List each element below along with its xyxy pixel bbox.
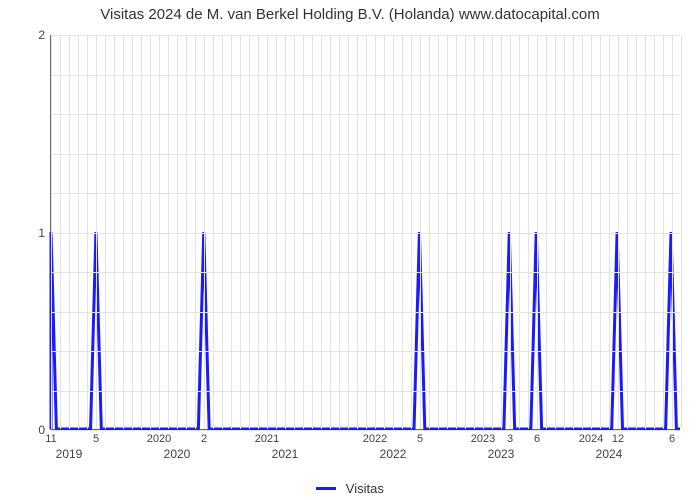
vgrid-line [87,35,88,429]
vgrid-line [420,35,421,429]
vgrid-line [213,35,214,429]
x-top-label: 6 [669,433,675,445]
vgrid-line [672,35,673,429]
vgrid-line [501,35,502,429]
vgrid-line [375,35,376,429]
vgrid-line [393,35,394,429]
vgrid-line [573,35,574,429]
x-top-label: 12 [612,433,624,445]
vgrid-line [447,35,448,429]
vgrid-line [222,35,223,429]
vgrid-line [492,35,493,429]
vgrid-line [645,35,646,429]
vgrid-line [168,35,169,429]
y-tick-label: 1 [38,226,51,240]
vgrid-line [132,35,133,429]
vgrid-line [438,35,439,429]
vgrid-line [123,35,124,429]
legend-label: Visitas [346,481,384,496]
vgrid-line [114,35,115,429]
vgrid-line [357,35,358,429]
x-top-label: 2024 [579,433,603,445]
vgrid-line [285,35,286,429]
vgrid-line [150,35,151,429]
x-top-label: 6 [534,433,540,445]
vgrid-line [411,35,412,429]
vgrid-line [105,35,106,429]
vgrid-line [366,35,367,429]
vgrid-line [654,35,655,429]
vgrid-line [474,35,475,429]
legend-swatch [316,487,336,490]
vgrid-line [537,35,538,429]
vgrid-line [141,35,142,429]
vgrid-line [465,35,466,429]
x-year-label: 2024 [596,447,623,461]
vgrid-line [159,35,160,429]
vgrid-line [609,35,610,429]
hgrid-line [51,430,680,431]
vgrid-line [96,35,97,429]
vgrid-line [510,35,511,429]
vgrid-line [195,35,196,429]
vgrid-line [60,35,61,429]
vgrid-line [555,35,556,429]
vgrid-line [546,35,547,429]
vgrid-line [51,35,52,429]
x-year-label: 2023 [488,447,515,461]
x-year-label: 2022 [380,447,407,461]
vgrid-line [348,35,349,429]
x-top-label: 2022 [363,433,387,445]
vgrid-line [591,35,592,429]
vgrid-line [564,35,565,429]
vgrid-line [321,35,322,429]
x-top-label: 2023 [471,433,495,445]
vgrid-line [186,35,187,429]
vgrid-line [78,35,79,429]
vgrid-line [681,35,682,429]
vgrid-line [330,35,331,429]
vgrid-line [258,35,259,429]
vgrid-line [636,35,637,429]
vgrid-line [663,35,664,429]
x-top-label: 11 [45,433,56,445]
vgrid-line [303,35,304,429]
vgrid-line [249,35,250,429]
x-top-label: 2021 [255,433,279,445]
vgrid-line [240,35,241,429]
vgrid-line [627,35,628,429]
vgrid-line [528,35,529,429]
vgrid-line [483,35,484,429]
vgrid-line [177,35,178,429]
vgrid-line [618,35,619,429]
x-year-label: 2019 [56,447,83,461]
vgrid-line [339,35,340,429]
vgrid-line [600,35,601,429]
vgrid-line [582,35,583,429]
vgrid-line [294,35,295,429]
x-year-label: 2020 [164,447,191,461]
vgrid-line [231,35,232,429]
vgrid-line [204,35,205,429]
plot-area: 0122019202020212022202320241152020220212… [50,35,680,430]
vgrid-line [429,35,430,429]
y-tick-label: 2 [38,28,51,42]
vgrid-line [69,35,70,429]
x-top-label: 5 [417,433,423,445]
x-year-label: 2021 [272,447,299,461]
legend: Visitas [0,480,700,496]
vgrid-line [384,35,385,429]
vgrid-line [456,35,457,429]
vgrid-line [276,35,277,429]
vgrid-line [312,35,313,429]
x-top-label: 5 [93,433,99,445]
vgrid-line [402,35,403,429]
chart-title: Visitas 2024 de M. van Berkel Holding B.… [0,0,700,23]
x-top-label: 2020 [147,433,171,445]
chart-container: Visitas 2024 de M. van Berkel Holding B.… [0,0,700,500]
x-top-label: 2 [201,433,207,445]
x-top-label: 3 [507,433,513,445]
vgrid-line [519,35,520,429]
vgrid-line [267,35,268,429]
